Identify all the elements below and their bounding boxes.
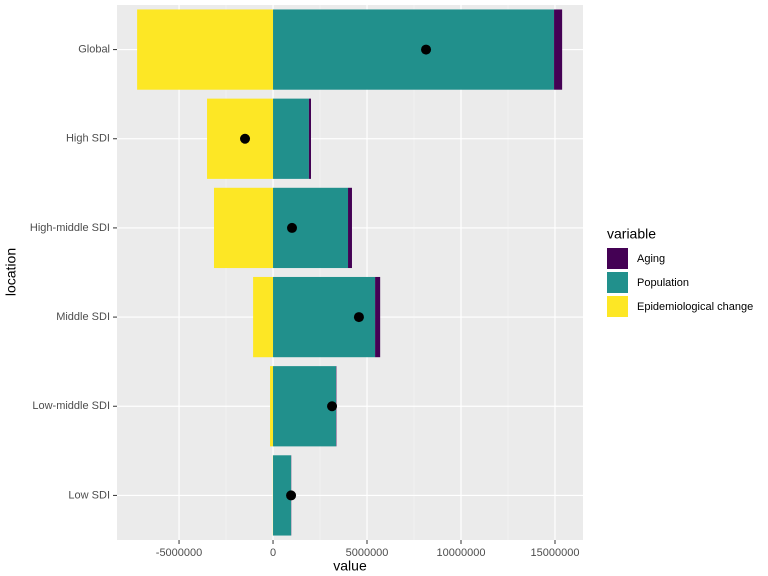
y-tick-label: High SDI [66,133,110,145]
bar [348,187,352,269]
bar [273,187,349,269]
x-tick-label: 15000000 [531,547,580,559]
total-point [353,312,364,323]
bar [554,9,563,90]
x-tick-label: 10000000 [437,547,486,559]
x-axis-title: value [333,558,367,574]
y-tick-label: Low SDI [68,489,110,501]
bar [213,187,274,269]
total-point [421,44,432,55]
legend-label: Epidemiological change [637,301,753,313]
bar [253,276,274,358]
y-tick-label: Middle SDI [56,311,110,323]
panel [117,5,583,540]
legend-key [607,296,628,317]
total-point [240,133,251,144]
total-point [287,222,298,233]
legend-label: Population [637,277,689,289]
y-tick-label: High-middle SDI [30,222,110,234]
x-tick-label: -5000000 [156,547,203,559]
bar [273,9,555,90]
legend-key [607,248,628,269]
y-tick-label: Global [78,43,110,55]
bar [308,98,311,179]
total-point [327,401,338,412]
bar [273,455,292,536]
legend-title: variable [607,226,656,242]
bar [375,276,381,358]
y-axis-title: location [3,248,19,296]
bar [273,366,336,447]
legend-key [607,272,628,293]
x-tick-label: 0 [270,547,276,559]
x-tick-label: 5000000 [346,547,389,559]
legend-label: Aging [637,253,665,265]
total-point [286,490,297,501]
y-tick-label: Low-middle SDI [32,400,110,412]
bar [270,366,274,447]
bar [137,9,274,90]
bar [273,98,309,179]
